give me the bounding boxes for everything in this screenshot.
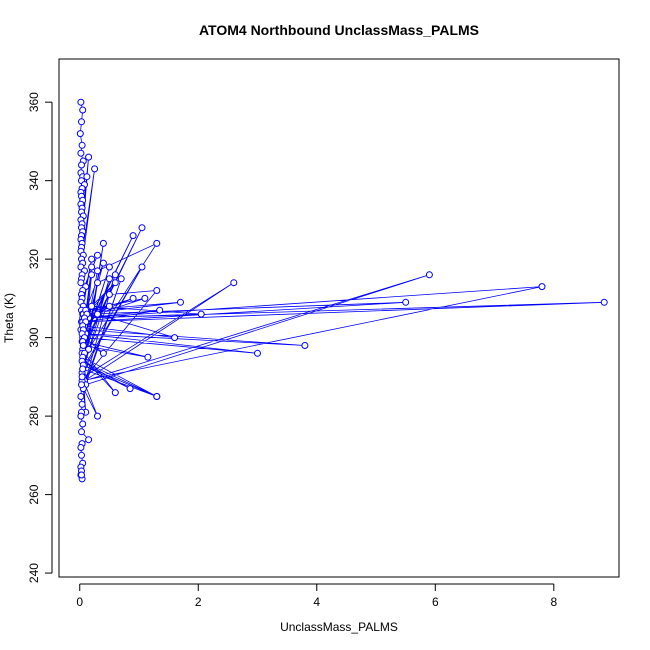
y-axis: 240 260 280 300 320 340 360	[27, 92, 53, 583]
x-axis-label: UnclassMass_PALMS	[280, 620, 398, 634]
x-tick-label: 0	[76, 595, 83, 609]
data-point	[111, 389, 119, 397]
y-tick-label: 300	[27, 327, 41, 347]
data-point	[197, 310, 205, 318]
data-point	[138, 224, 146, 232]
data-point	[117, 275, 125, 283]
data-point	[79, 365, 87, 373]
data-point	[425, 271, 433, 279]
x-tick-label: 2	[195, 595, 202, 609]
data-point	[94, 279, 101, 287]
data-point	[77, 279, 85, 287]
data-point	[78, 451, 85, 459]
data-point	[79, 342, 87, 349]
data-point	[78, 400, 86, 408]
data-point	[94, 310, 101, 318]
data-point	[78, 428, 85, 436]
data-point	[94, 251, 101, 259]
data-point	[105, 275, 113, 283]
data-point	[230, 279, 238, 287]
data-point	[77, 412, 85, 420]
data-point	[99, 259, 107, 267]
y-tick-label: 280	[27, 406, 41, 426]
data-point	[83, 173, 91, 181]
data-point	[91, 165, 99, 173]
data-point	[78, 161, 85, 169]
x-tick-label: 6	[432, 595, 439, 609]
data-point	[88, 271, 96, 279]
data-point	[171, 334, 179, 342]
data-point	[129, 294, 137, 302]
data-point	[141, 294, 149, 302]
data-point	[105, 263, 113, 271]
data-point	[79, 106, 87, 114]
data-point	[99, 349, 107, 357]
data-point	[85, 153, 93, 161]
y-tick-label: 320	[27, 249, 41, 269]
y-tick-label: 260	[27, 484, 41, 504]
data-point	[402, 298, 410, 306]
x-tick-label: 8	[550, 595, 557, 609]
y-tick-label: 360	[27, 92, 41, 112]
data-point	[153, 393, 161, 400]
data-point	[301, 342, 309, 349]
data-point	[126, 385, 134, 393]
data-point	[88, 302, 96, 310]
data-point	[78, 141, 86, 149]
data-point	[77, 149, 85, 157]
data-point	[538, 283, 546, 291]
data-point	[153, 287, 161, 294]
data-point	[76, 130, 84, 138]
data-point	[78, 118, 85, 126]
data-point	[85, 436, 93, 444]
x-axis: 0 2 4 6 8	[76, 583, 557, 609]
data-point	[156, 306, 164, 314]
x-tick-label: 4	[313, 595, 320, 609]
data-point	[77, 98, 85, 106]
data-point	[88, 263, 96, 271]
data-point	[78, 471, 85, 479]
data-point	[111, 279, 119, 287]
data-point	[94, 412, 101, 420]
data-point	[78, 381, 85, 389]
plot-frame	[58, 58, 620, 578]
data-point	[254, 349, 261, 357]
data-point	[153, 239, 161, 247]
y-tick-label: 240	[27, 563, 41, 583]
data-point	[144, 353, 152, 361]
data-point	[79, 420, 87, 428]
data-point	[77, 444, 85, 451]
y-tick-label: 340	[27, 170, 41, 190]
data-point	[78, 373, 86, 381]
data-point	[105, 291, 113, 298]
data-point	[138, 263, 146, 271]
data-point	[177, 298, 184, 306]
data-point	[88, 255, 96, 263]
data-point	[129, 232, 137, 240]
series-group	[76, 98, 608, 483]
data-point	[105, 302, 113, 310]
chart-title: ATOM4 Northbound UnclassMass_PALMS	[199, 22, 479, 38]
data-point	[94, 267, 101, 275]
data-point	[111, 271, 119, 279]
data-point	[99, 239, 107, 247]
data-point	[77, 393, 85, 400]
data-point	[85, 345, 93, 353]
data-point	[600, 298, 608, 306]
y-axis-label: Theta (K)	[2, 293, 16, 343]
